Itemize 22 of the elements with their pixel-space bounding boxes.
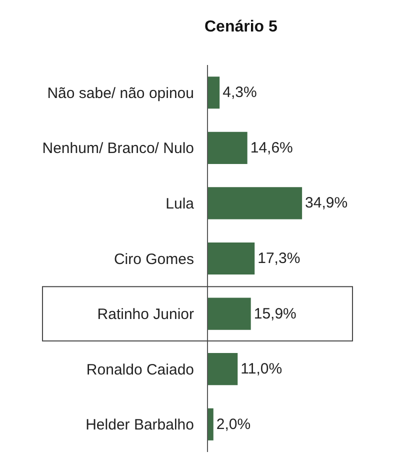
bar <box>208 353 238 386</box>
y-tick-label: Nenhum/ Branco/ Nulo <box>42 140 194 158</box>
data-label: 17,3% <box>258 250 300 267</box>
data-label: 34,9% <box>305 194 348 212</box>
y-tick-label: Ronaldo Caiado <box>86 361 194 378</box>
y-tick-label: Lula <box>166 195 195 212</box>
data-label: 11,0% <box>240 360 282 378</box>
chart-title: Cenário 5 <box>204 18 278 36</box>
bar <box>208 408 214 440</box>
y-tick-label: Não sabe/ não opinou <box>47 84 194 102</box>
y-tick-label: Ratinho Junior <box>97 306 194 324</box>
data-label: 15,9% <box>254 305 296 322</box>
bar <box>208 76 220 109</box>
y-tick-label: Helder Barbalho <box>86 416 194 434</box>
y-tick-label: Ciro Gomes <box>114 250 194 268</box>
data-label: 2,0% <box>216 416 251 433</box>
data-label: 14,6% <box>250 139 293 156</box>
bar <box>208 242 255 275</box>
bar <box>208 298 251 330</box>
bar <box>208 187 302 220</box>
data-label: 4,3% <box>222 84 257 102</box>
bar <box>208 132 248 164</box>
